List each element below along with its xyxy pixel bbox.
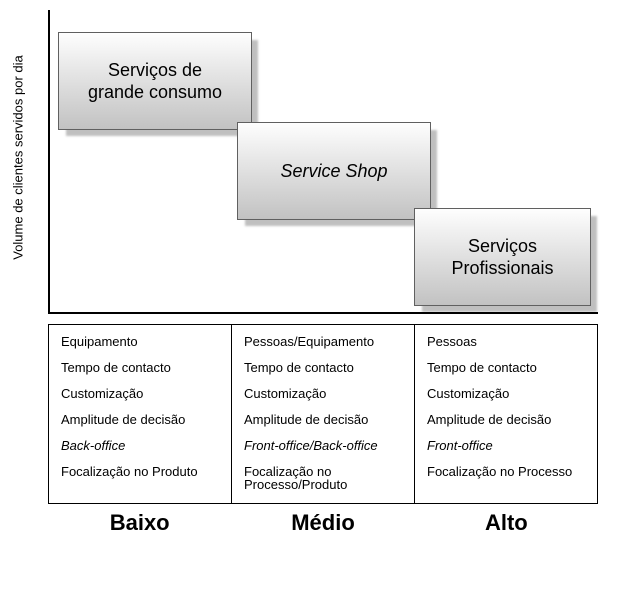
column-high: Pessoas Tempo de contacto Customização Ampl… [414,325,597,503]
table-cell: Front-office/Back-office [244,439,404,452]
column-low: Equipamento Tempo de contacto Customização… [49,325,231,503]
x-axis-labels: Baixo Médio Alto [48,510,598,536]
column-mid: Pessoas/Equipamento Tempo de contacto Cust… [231,325,414,503]
table-cell: Customização [244,387,404,400]
table-cell: Tempo de contacto [61,361,221,374]
table-cell: Focalização no Processo/Produto [244,465,404,491]
label-low: Baixo [48,510,231,536]
table-cell: Pessoas [427,335,587,348]
table-cell: Customização [61,387,221,400]
table-cell: Focalização no Produto [61,465,221,478]
label-mid: Médio [231,510,414,536]
characteristics-table: Equipamento Tempo de contacto Customização… [48,324,598,504]
table-cell: Customização [427,387,587,400]
table-cell: Amplitude de decisão [61,413,221,426]
chart-area: Serviços de grande consumo Service Shop … [48,10,598,314]
table-cell: Amplitude de decisão [244,413,404,426]
table-cell: Tempo de contacto [244,361,404,374]
box-a-line2: grande consumo [88,81,222,104]
table-cell: Equipamento [61,335,221,348]
table-cell: Tempo de contacto [427,361,587,374]
table-cell: Amplitude de decisão [427,413,587,426]
label-high: Alto [415,510,598,536]
table-cell: Pessoas/Equipamento [244,335,404,348]
box-c-line2: Profissionais [451,257,553,280]
box-service-shop: Service Shop [237,122,431,220]
table-cell: Back-office [61,439,221,452]
box-mass-services: Serviços de grande consumo [58,32,252,130]
box-c-line1: Serviços [468,235,537,258]
table-cell: Front-office [427,439,587,452]
box-b-line1: Service Shop [280,160,387,183]
table-cell: Focalização no Processo [427,465,587,478]
box-a-line1: Serviços de [108,59,202,82]
box-professional-services: Serviços Profissionais [414,208,591,306]
y-axis-label: Volume de clientes servidos por dia [11,48,26,268]
